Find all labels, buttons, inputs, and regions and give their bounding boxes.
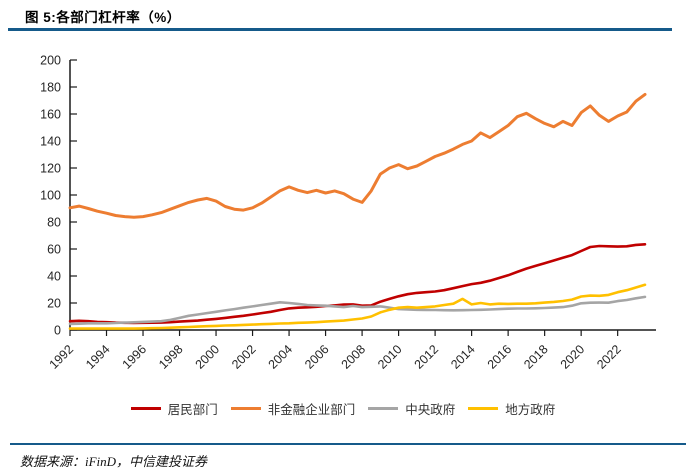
data-source-note: 数据来源：iFinD，中信建投证券 xyxy=(20,454,208,469)
x-tick-label: 2010 xyxy=(375,342,405,372)
x-tick-label: 1994 xyxy=(83,342,113,372)
series-line-household xyxy=(68,243,647,325)
figure-title: 图 5:各部门杠杆率（%） xyxy=(25,10,181,25)
series-line-local_government xyxy=(68,283,647,330)
y-tick-label: 60 xyxy=(47,243,61,257)
y-tick-label: 120 xyxy=(40,162,61,176)
x-tick-label: 1998 xyxy=(156,342,186,372)
y-tick-label: 0 xyxy=(54,324,61,338)
legend-swatch-household xyxy=(130,407,161,410)
x-tick-label: 2000 xyxy=(193,342,223,372)
x-tick-label: 2004 xyxy=(266,342,296,372)
y-tick-label: 200 xyxy=(40,54,61,68)
x-tick-label: 2014 xyxy=(448,342,478,372)
legend-swatch-non_financial_corporate xyxy=(230,407,261,410)
series-line-non_financial_corporate xyxy=(68,92,647,219)
y-tick-label: 100 xyxy=(40,189,61,203)
legend-swatch-central_government xyxy=(368,407,399,410)
x-tick-label: 2012 xyxy=(412,342,442,372)
y-tick-label: 140 xyxy=(40,135,61,149)
legend-item-non_financial_corporate: 非金融企业部门 xyxy=(230,399,356,418)
legend-item-central_government: 中央政府 xyxy=(368,399,455,418)
y-tick-label: 80 xyxy=(47,216,61,230)
x-tick-label: 2002 xyxy=(229,342,259,372)
legend-label-household: 居民部门 xyxy=(167,403,218,417)
legend-label-central_government: 中央政府 xyxy=(405,403,456,417)
legend-swatch-local_government xyxy=(468,407,499,410)
y-tick-label: 160 xyxy=(40,108,61,122)
legend-item-local_government: 地方政府 xyxy=(468,399,555,418)
x-tick-label: 2016 xyxy=(485,342,515,372)
x-tick-label: 2018 xyxy=(521,342,551,372)
leverage-line-chart: 0 20 40 60 80 100 120 140 160 180 200 1992 1994 1996 1… xyxy=(40,54,656,372)
chart-legend: 居民部门 非金融企业部门 中央政府 地方政府 xyxy=(0,399,686,418)
y-tick-label: 180 xyxy=(40,81,61,95)
x-tick-label: 1996 xyxy=(120,342,150,372)
title-divider xyxy=(8,28,672,31)
x-tick-label: 1992 xyxy=(47,342,77,372)
legend-label-local_government: 地方政府 xyxy=(505,403,556,417)
x-tick-label: 2022 xyxy=(594,342,624,372)
legend-label-non_financial_corporate: 非金融企业部门 xyxy=(267,403,356,417)
x-tick-label: 2008 xyxy=(339,342,369,372)
legend-item-household: 居民部门 xyxy=(130,399,218,418)
y-tick-label: 20 xyxy=(47,297,61,311)
y-tick-label: 40 xyxy=(47,270,61,284)
x-tick-label: 2006 xyxy=(302,342,332,372)
x-tick-label: 2020 xyxy=(558,342,588,372)
series-line-central_government xyxy=(68,295,647,326)
footer-divider xyxy=(10,443,686,445)
